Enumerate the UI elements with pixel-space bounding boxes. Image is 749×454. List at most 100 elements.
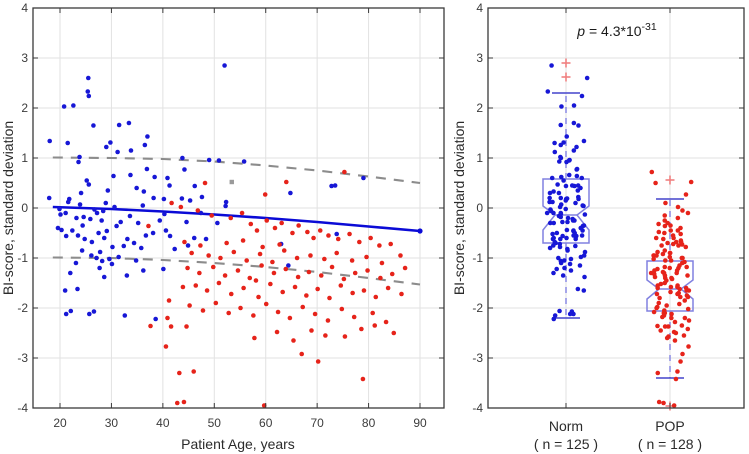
data-point — [554, 266, 559, 272]
trend-line — [52, 205, 421, 233]
data-point — [63, 311, 69, 317]
data-point — [567, 311, 573, 317]
category-count-label: ( n = 125 ) — [534, 436, 598, 452]
data-point — [101, 274, 107, 280]
data-point — [578, 225, 584, 231]
p-value-label: p = 4.3*10-31 — [576, 21, 657, 39]
data-point — [373, 294, 379, 300]
y-tick-label: -3 — [17, 351, 28, 365]
data-point — [672, 319, 678, 325]
category-label: POP — [655, 418, 685, 434]
data-point — [576, 123, 581, 128]
data-point — [582, 274, 587, 280]
data-point — [688, 179, 694, 185]
data-point — [338, 283, 344, 288]
data-point — [399, 291, 404, 297]
notched-box — [646, 260, 694, 312]
data-point — [550, 231, 555, 237]
data-point — [84, 178, 90, 183]
data-point — [86, 93, 92, 99]
y-tick-label: 4 — [21, 1, 28, 15]
data-point — [122, 313, 128, 318]
data-point — [675, 283, 680, 288]
data-point — [662, 223, 668, 229]
data-point — [187, 303, 192, 308]
y-tick-label: 1 — [476, 151, 483, 165]
data-point — [567, 261, 573, 267]
data-point — [568, 268, 574, 273]
data-point — [655, 285, 660, 291]
data-point — [347, 231, 352, 237]
data-point — [198, 210, 204, 216]
data-point — [325, 318, 331, 323]
data-point — [335, 236, 341, 242]
data-point — [281, 248, 287, 253]
data-point — [167, 183, 172, 188]
data-point — [668, 284, 674, 290]
data-point — [662, 248, 668, 253]
right-box-plot: Norm ( n = 125 ) POP ( n = 128 ) -4 -3 -2 -1 0 1 2… — [472, 1, 745, 452]
data-point — [290, 230, 295, 236]
data-point — [571, 120, 577, 126]
data-point — [247, 275, 253, 281]
data-point — [145, 134, 150, 139]
data-point — [135, 220, 141, 226]
data-point — [210, 264, 216, 270]
data-point — [318, 273, 324, 278]
data-point — [664, 303, 669, 308]
data-point — [63, 233, 69, 239]
x-tick-label: 50 — [208, 416, 222, 430]
data-point — [558, 202, 564, 207]
data-point — [228, 291, 234, 297]
data-point — [663, 200, 668, 206]
data-point — [574, 144, 579, 150]
data-point — [115, 149, 120, 155]
data-point — [684, 293, 690, 298]
data-point — [573, 243, 578, 249]
data-point — [402, 265, 408, 271]
y-tick-label: 0 — [21, 201, 28, 215]
data-point — [287, 315, 293, 321]
data-point — [292, 284, 298, 290]
data-point — [685, 273, 690, 278]
data-point — [157, 218, 163, 223]
x-tick-label: 90 — [413, 416, 427, 430]
data-point — [254, 228, 260, 233]
data-point — [565, 219, 570, 225]
data-point — [662, 310, 668, 316]
data-point — [676, 265, 681, 271]
data-point — [651, 309, 657, 315]
data-point — [574, 173, 580, 179]
data-point — [662, 230, 667, 236]
data-point — [200, 308, 206, 313]
data-point — [315, 286, 320, 292]
data-point — [75, 233, 81, 238]
data-point — [77, 202, 83, 207]
data-point — [675, 204, 681, 210]
data-point — [563, 206, 569, 212]
data-point — [128, 148, 134, 153]
data-point — [257, 251, 263, 257]
data-point — [71, 103, 76, 108]
data-point — [323, 333, 328, 338]
y-tick-label: -1 — [17, 251, 28, 265]
data-point — [685, 210, 691, 216]
data-point — [299, 351, 305, 357]
data-point — [296, 223, 301, 228]
data-point — [558, 214, 564, 220]
data-point — [150, 230, 156, 236]
data-point — [162, 211, 167, 217]
data-point — [683, 244, 689, 250]
data-point — [271, 270, 277, 276]
data-point — [398, 253, 403, 258]
data-point — [669, 311, 674, 317]
data-point — [67, 270, 73, 276]
data-point — [206, 157, 212, 163]
left-x-axis-label: Patient Age, years — [181, 436, 295, 452]
data-point — [161, 196, 167, 202]
data-point — [65, 199, 71, 205]
data-point — [163, 344, 169, 349]
data-point — [545, 89, 551, 94]
data-point — [663, 258, 668, 263]
data-point — [560, 273, 566, 278]
